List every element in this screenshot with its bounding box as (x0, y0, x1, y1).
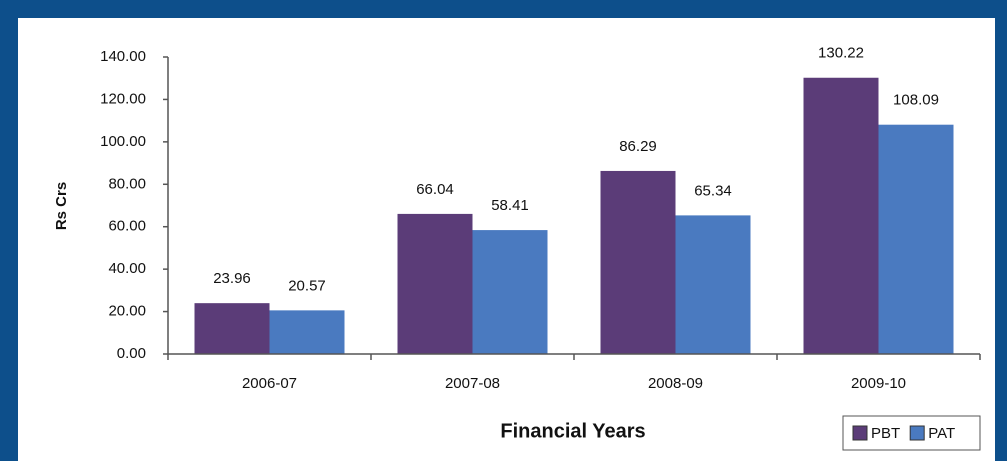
bar (803, 77, 879, 355)
bar (878, 124, 954, 354)
legend-swatch (852, 425, 868, 441)
bar (600, 170, 676, 354)
data-label: 108.09 (893, 92, 939, 109)
y-tick-label: 80.00 (108, 175, 146, 192)
y-tick-label: 0.00 (117, 345, 146, 362)
data-label: 23.96 (213, 270, 251, 287)
x-axis-label: Financial Years (500, 420, 645, 442)
x-tick-label: 2008-09 (648, 375, 703, 392)
bar (269, 310, 345, 354)
x-tick-label: 2007-08 (445, 375, 500, 392)
legend-label: PBT (871, 425, 900, 442)
bar (194, 303, 270, 354)
data-label: 58.41 (491, 197, 529, 214)
legend-label: PAT (928, 425, 955, 442)
x-tick-label: 2009-10 (851, 375, 906, 392)
legend-swatch (909, 425, 925, 441)
bar (675, 215, 751, 354)
y-tick-label: 20.00 (108, 303, 146, 320)
y-axis-label: Rs Crs (53, 182, 70, 230)
x-tick-label: 2006-07 (242, 375, 297, 392)
y-tick-label: 120.00 (100, 90, 146, 107)
data-label: 130.22 (818, 45, 864, 62)
y-tick-label: 40.00 (108, 260, 146, 277)
y-tick-label: 100.00 (100, 133, 146, 150)
data-label: 66.04 (416, 181, 454, 198)
data-label: 20.57 (288, 277, 326, 294)
data-label: 65.34 (694, 182, 732, 199)
y-tick-label: 140.00 (100, 48, 146, 65)
bar (397, 213, 473, 354)
data-label: 86.29 (619, 138, 657, 155)
y-tick-label: 60.00 (108, 218, 146, 235)
bar (472, 230, 548, 354)
